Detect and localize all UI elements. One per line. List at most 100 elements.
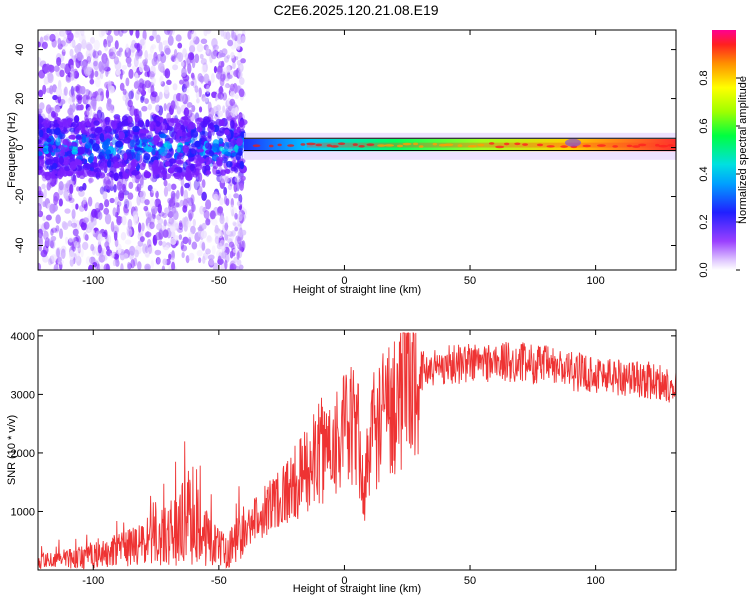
ridge-hotspot bbox=[366, 143, 375, 146]
heatmap-cell bbox=[203, 44, 209, 51]
heatmap-cell bbox=[186, 60, 191, 69]
heatmap-cell bbox=[133, 257, 138, 267]
heatmap-cell bbox=[178, 234, 183, 240]
ridge-core bbox=[306, 142, 676, 148]
heatmap-cell bbox=[75, 242, 82, 252]
heatmap-cell bbox=[146, 134, 152, 139]
heatmap-cell bbox=[51, 170, 58, 175]
heatmap-cell bbox=[136, 149, 143, 156]
heatmap-cell bbox=[144, 49, 148, 60]
heatmap-cell bbox=[60, 62, 67, 69]
heatmap-cell bbox=[99, 133, 105, 142]
heatmap-cell bbox=[38, 139, 42, 145]
heatmap-cell bbox=[87, 196, 93, 207]
heatmap-cell bbox=[234, 144, 239, 153]
heatmap-cell bbox=[186, 169, 192, 177]
heatmap-cell bbox=[193, 179, 201, 191]
heatmap-cell bbox=[125, 56, 132, 64]
heatmap-cell bbox=[55, 86, 63, 97]
ridge-hotspot bbox=[536, 143, 544, 147]
heatmap-cell bbox=[68, 89, 76, 98]
heatmap-cell bbox=[144, 245, 149, 254]
heatmap-cell bbox=[208, 150, 215, 157]
heatmap-cell bbox=[149, 35, 154, 42]
ridge-hotspot bbox=[488, 142, 495, 145]
heatmap-cell bbox=[43, 120, 51, 128]
heatmap-cell bbox=[180, 171, 186, 177]
heatmap-cell bbox=[164, 207, 170, 215]
heatmap-cell bbox=[82, 196, 87, 205]
heatmap-cell bbox=[62, 36, 69, 47]
heatmap-cell bbox=[134, 113, 140, 123]
heatmap-cell bbox=[135, 91, 140, 101]
heatmap-cell bbox=[75, 255, 82, 266]
ridge-hotspot bbox=[626, 144, 633, 148]
ridge-hotspot bbox=[514, 142, 521, 146]
heatmap-cell bbox=[50, 254, 57, 263]
heatmap-cell bbox=[198, 172, 203, 183]
ridge-hotspot bbox=[300, 143, 306, 146]
heatmap-cell bbox=[38, 129, 44, 138]
heatmap-cell bbox=[58, 181, 64, 191]
heatmap-cell bbox=[133, 214, 139, 226]
heatmap-cell bbox=[158, 41, 163, 53]
heatmap-cell bbox=[69, 258, 74, 267]
heatmap-cell bbox=[56, 248, 60, 258]
heatmap-cell bbox=[211, 245, 216, 255]
heatmap-cell bbox=[47, 145, 54, 153]
ridge-hotspot bbox=[457, 144, 463, 147]
heatmap-cell bbox=[225, 198, 230, 206]
heatmap-cell bbox=[50, 228, 54, 236]
ridge-hotspot bbox=[477, 143, 485, 147]
heatmap-cell bbox=[121, 64, 128, 71]
heatmap-cell bbox=[80, 30, 85, 37]
ridge-hotspot bbox=[655, 143, 660, 147]
heatmap-cell bbox=[60, 129, 69, 135]
heatmap-cell bbox=[154, 128, 160, 134]
snr-line bbox=[38, 332, 676, 570]
heatmap-cell bbox=[137, 119, 145, 127]
heatmap-cell bbox=[224, 222, 229, 231]
heatmap-cell bbox=[238, 209, 245, 217]
heatmap-cell bbox=[187, 63, 192, 75]
heatmap-cell bbox=[70, 85, 75, 96]
heatmap-cell bbox=[161, 212, 167, 219]
heatmap-cell bbox=[176, 106, 182, 115]
heatmap-cell bbox=[181, 61, 185, 67]
heatmap-cell bbox=[38, 115, 44, 124]
heatmap-cell bbox=[184, 53, 189, 64]
heatmap-cell bbox=[233, 132, 239, 139]
heatmap-cell bbox=[87, 53, 92, 61]
heatmap-cell bbox=[168, 217, 174, 225]
heatmap-cell bbox=[230, 119, 235, 129]
heatmap-cell bbox=[90, 243, 95, 252]
heatmap-cell bbox=[201, 179, 206, 188]
heatmap-cell bbox=[227, 74, 233, 80]
heatmap-cell bbox=[114, 133, 119, 139]
heatmap-cell bbox=[190, 194, 195, 205]
heatmap-cell bbox=[93, 39, 100, 51]
heatmap-cell bbox=[151, 77, 156, 85]
x-tick-label: 0 bbox=[341, 575, 347, 587]
heatmap-cell bbox=[191, 202, 195, 213]
heatmap-cell bbox=[49, 203, 56, 214]
heatmap-cell bbox=[109, 252, 115, 259]
heatmap-cell bbox=[84, 234, 89, 241]
heatmap-cell bbox=[113, 184, 117, 193]
heatmap-cell bbox=[76, 51, 83, 61]
heatmap-cell bbox=[233, 256, 238, 263]
heatmap-cell bbox=[197, 117, 204, 123]
heatmap-cell bbox=[209, 210, 216, 220]
heatmap-cell bbox=[127, 129, 134, 138]
heatmap-cell bbox=[150, 121, 157, 129]
heatmap-cell bbox=[98, 60, 103, 72]
ridge-hotspot bbox=[330, 145, 339, 148]
heatmap-cell bbox=[238, 229, 243, 238]
heatmap-cell bbox=[63, 86, 68, 96]
heatmap-cell bbox=[49, 33, 56, 42]
heatmap-cell bbox=[65, 236, 69, 245]
heatmap-cell bbox=[65, 182, 69, 189]
heatmap-cell bbox=[238, 264, 244, 270]
heatmap-cell bbox=[212, 105, 219, 115]
heatmap-cell bbox=[123, 152, 128, 161]
